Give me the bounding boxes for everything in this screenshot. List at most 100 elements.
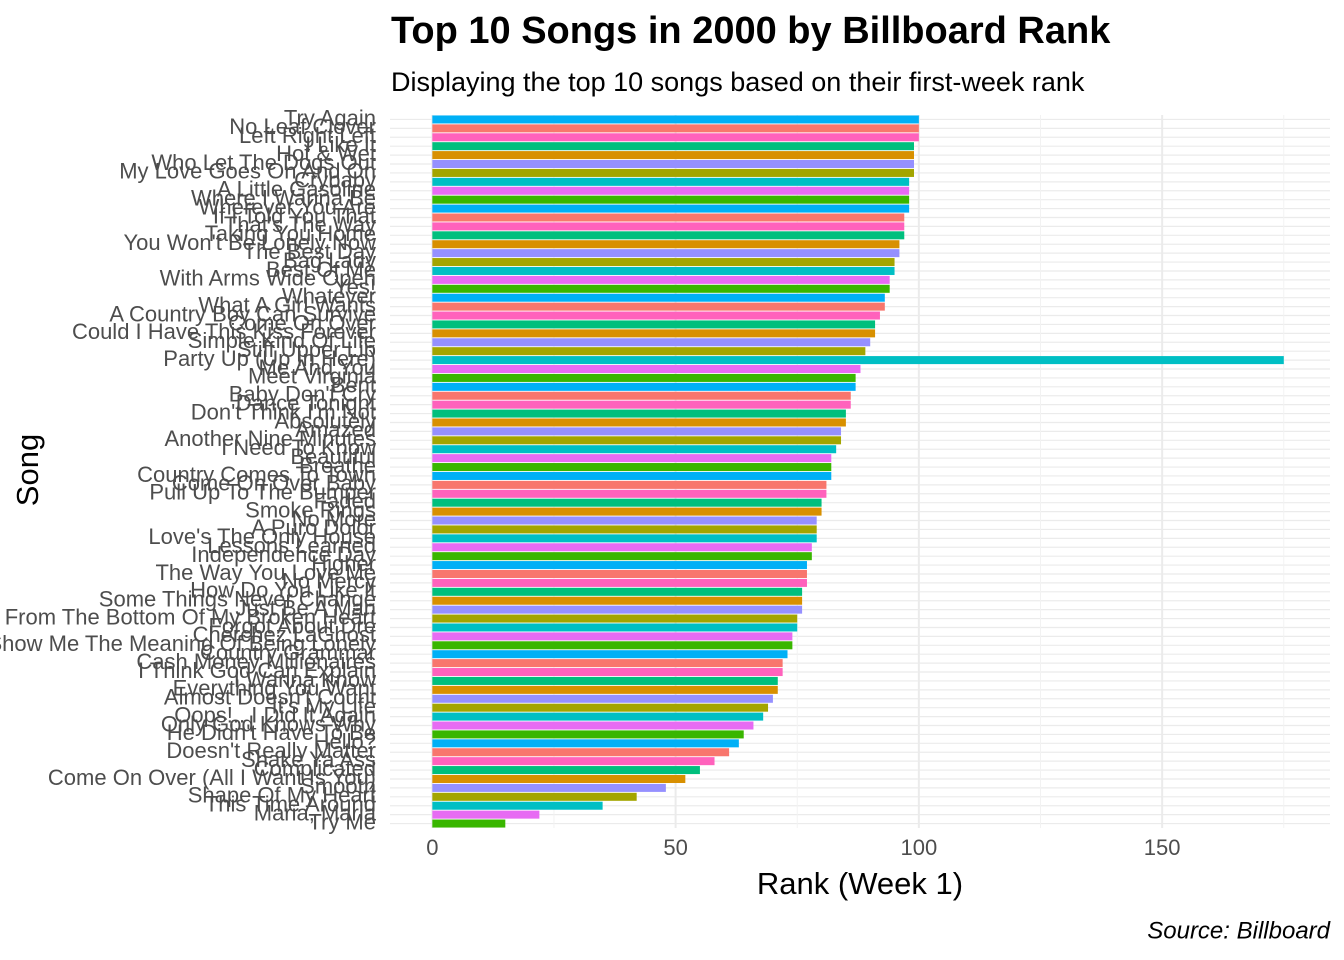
y-tick-label: Yes!	[334, 275, 376, 300]
bar	[432, 596, 803, 605]
y-tick-label: Everything You Want	[173, 676, 376, 701]
bar	[432, 204, 910, 213]
caption: Source: Billboard	[1147, 917, 1330, 944]
y-tick-label: Amazed	[295, 417, 376, 442]
bar	[432, 373, 856, 382]
bar	[432, 409, 846, 418]
y-tick-label: No More	[292, 506, 376, 531]
bar	[432, 685, 778, 694]
y-tick-label: Come On Over (All I Want Is You)	[48, 765, 376, 790]
bar	[432, 525, 817, 534]
bar	[432, 382, 856, 391]
bar	[432, 142, 915, 151]
x-tick-label: 150	[1144, 835, 1181, 860]
bar	[432, 338, 871, 347]
bar	[432, 507, 822, 516]
bar	[432, 623, 798, 632]
bar	[432, 436, 842, 445]
y-tick-label: Independence Day	[191, 542, 376, 567]
y-tick-label: Almost Doesn't Count	[164, 685, 376, 710]
y-tick-label: If I Told You That	[213, 203, 376, 228]
y-tick-label: Country Comes To Town	[137, 462, 376, 487]
y-tick-label: Faded	[314, 489, 376, 514]
bar	[432, 240, 900, 249]
bar	[432, 712, 764, 721]
bar	[432, 454, 832, 463]
y-tick-label: Dance Tonight	[236, 390, 376, 415]
bar	[432, 168, 915, 177]
bar	[432, 489, 827, 498]
bar	[432, 757, 715, 766]
y-tick-label: Smoke Rings	[245, 497, 376, 522]
bar	[432, 222, 905, 231]
bar	[432, 311, 880, 320]
bar	[432, 569, 807, 579]
bar	[432, 293, 885, 302]
y-tick-label: A Little Gasoline	[217, 177, 376, 202]
y-tick-label: Oops!.. I Did It Again	[174, 702, 376, 727]
y-tick-label: My Love Goes On And On	[119, 159, 376, 184]
chart-subtitle: Displaying the top 10 songs based on the…	[391, 67, 1085, 97]
bar	[432, 418, 846, 427]
y-tick-label: Bent	[331, 373, 376, 398]
bar	[432, 284, 890, 293]
y-tick-label: Left Right Left	[239, 123, 376, 148]
bar	[432, 543, 812, 552]
bar	[432, 783, 666, 792]
y-tick-label: Hello?	[314, 729, 376, 754]
y-tick-label: A Puro Dolor	[251, 515, 376, 540]
y-tick-label: Cherchez LaGhost	[193, 622, 376, 647]
x-tick-label: 0	[426, 835, 438, 860]
bar	[432, 739, 739, 748]
y-tick-label: Me And You	[259, 355, 376, 380]
bar	[432, 364, 861, 374]
y-tick-label: No Mercy	[282, 569, 376, 594]
bar	[432, 516, 817, 525]
y-tick-label: Complicated	[254, 756, 376, 781]
bar	[432, 266, 895, 275]
bar	[432, 391, 851, 400]
x-tick-label: 100	[901, 835, 938, 860]
bar	[432, 160, 915, 169]
y-tick-label: The Best Day	[243, 239, 376, 264]
y-tick-label: It's My Life	[272, 693, 376, 718]
bar	[432, 810, 540, 819]
y-tick-label: What A Girl Wants	[198, 292, 376, 317]
bar	[432, 792, 637, 801]
x-axis-title: Rank (Week 1)	[757, 866, 963, 901]
y-tick-label: Cash Money Millionaires	[136, 649, 376, 674]
bar	[432, 694, 773, 703]
y-tick-label: Just Be A Man	[235, 595, 376, 620]
y-tick-label: Another Nine Minutes	[164, 426, 376, 451]
y-tick-label: Hot & Wet	[276, 141, 376, 166]
bar	[432, 605, 803, 614]
y-tick-label: Beautiful	[290, 444, 376, 469]
bar	[432, 347, 866, 356]
y-tick-label: Taking You Home	[205, 221, 376, 246]
bar	[432, 641, 793, 650]
bar	[432, 124, 919, 133]
y-tick-label: Try Again	[284, 105, 376, 130]
bar	[432, 721, 754, 730]
y-tick-label: Absolutely	[274, 408, 376, 433]
y-tick-label: Don't Think I'm Not	[191, 399, 376, 424]
y-tick-label: How Do You Like It	[190, 578, 376, 603]
bar	[432, 356, 1284, 365]
bar	[432, 302, 885, 311]
y-tick-label: This Time Around	[205, 792, 376, 817]
bar	[432, 151, 915, 160]
y-tick-label: Only God Knows Why	[161, 711, 376, 736]
bar	[432, 463, 832, 472]
y-tick-label: Shape Of My Heart	[188, 783, 376, 808]
y-tick-label: That's The Way	[224, 212, 376, 237]
bar	[432, 320, 876, 329]
y-tick-label: Pull Up To The Bumper	[149, 480, 376, 505]
bar	[432, 650, 788, 659]
y-tick-label: Bag Lady	[283, 248, 376, 273]
grid	[390, 115, 1330, 828]
y-tick-label: He Didn't Have To Be	[167, 720, 376, 745]
y-tick-label: Breathe	[299, 453, 376, 478]
bar	[432, 249, 900, 258]
y-tick-label: Shake Ya Ass	[241, 747, 376, 772]
